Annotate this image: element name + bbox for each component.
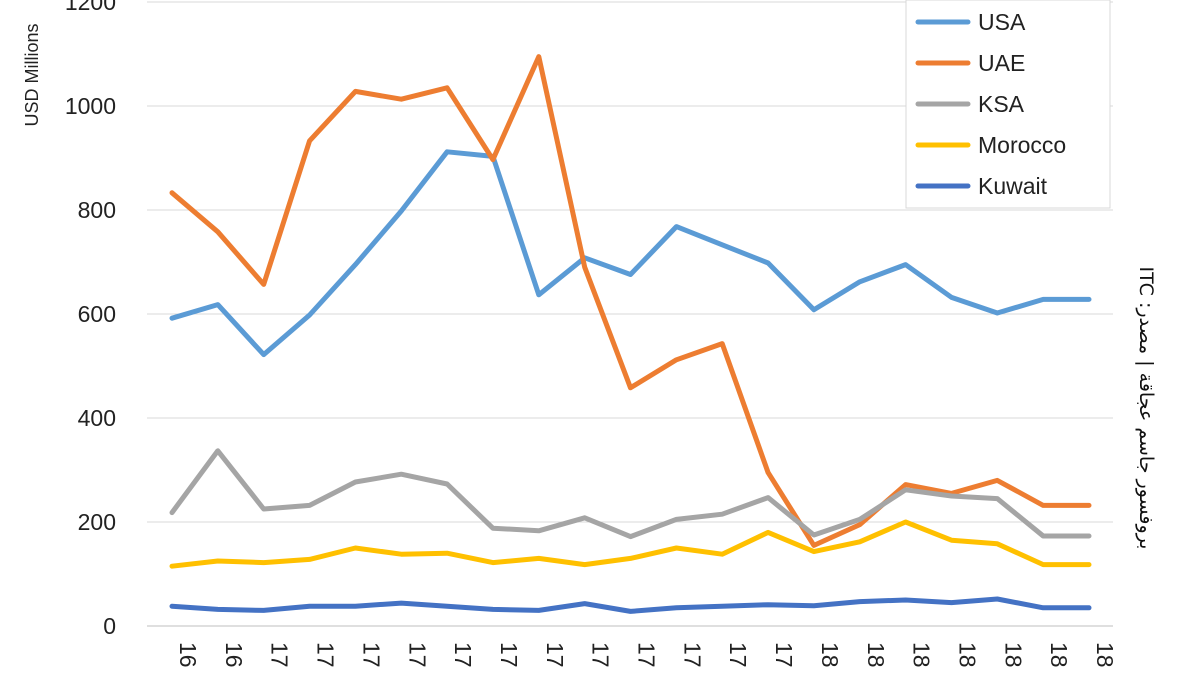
x-tick-label: 17 <box>358 642 384 668</box>
series-line-kuwait <box>169 596 1092 614</box>
legend-label-uae: UAE <box>978 50 1025 76</box>
x-tick-label: 18 <box>863 642 889 668</box>
x-tick-label: 17 <box>267 642 293 668</box>
series-line-morocco <box>169 519 1092 569</box>
legend-label-ksa: KSA <box>978 91 1025 117</box>
x-tick-label: 17 <box>679 642 705 668</box>
legend-label-usa: USA <box>978 9 1026 35</box>
x-tick-label: 18 <box>817 642 843 668</box>
legend-label-morocco: Morocco <box>978 132 1066 158</box>
x-tick-label: 17 <box>496 642 522 668</box>
y-tick-label: 1200 <box>65 0 116 15</box>
series-lines <box>169 54 1092 614</box>
x-tick-label: 16 <box>221 642 247 668</box>
x-tick-label: 17 <box>450 642 476 668</box>
x-tick-label: 17 <box>542 642 568 668</box>
x-tick-label: 17 <box>725 642 751 668</box>
x-tick-label: 18 <box>1092 642 1118 668</box>
x-tick-label: 18 <box>954 642 980 668</box>
y-tick-label: 200 <box>78 509 116 535</box>
y-tick-label: 0 <box>103 613 116 639</box>
x-tick-label: 17 <box>771 642 797 668</box>
y-tick-label: 1000 <box>65 93 116 119</box>
series-line-uae <box>169 54 1092 548</box>
x-tick-label: 18 <box>1046 642 1072 668</box>
source-note: بروفسور جاسم عجاقة | مصدر: ITC <box>1135 267 1157 550</box>
series-line-usa <box>169 149 1092 358</box>
legend-label-kuwait: Kuwait <box>978 173 1048 199</box>
x-tick-label: 18 <box>1000 642 1026 668</box>
x-tick-label: 17 <box>588 642 614 668</box>
x-tick-label: 17 <box>404 642 430 668</box>
series-line-ksa <box>169 448 1092 540</box>
y-axis-ticks: 0 200 400 600 800 1000 1200 <box>65 0 116 639</box>
y-axis-title: USD Millions <box>22 23 42 126</box>
y-tick-label: 800 <box>78 197 116 223</box>
y-tick-label: 400 <box>78 405 116 431</box>
x-tick-label: 18 <box>909 642 935 668</box>
legend: USA UAE KSA Morocco Kuwait <box>905 0 1111 209</box>
x-tick-label: 17 <box>634 642 660 668</box>
y-tick-label: 600 <box>78 301 116 327</box>
x-axis-ticks: 16 16 17 17 17 17 17 17 17 17 17 17 17 17 18 18 18 18 18 18… <box>175 642 1118 668</box>
x-tick-label: 17 <box>313 642 339 668</box>
x-tick-label: 16 <box>175 642 201 668</box>
